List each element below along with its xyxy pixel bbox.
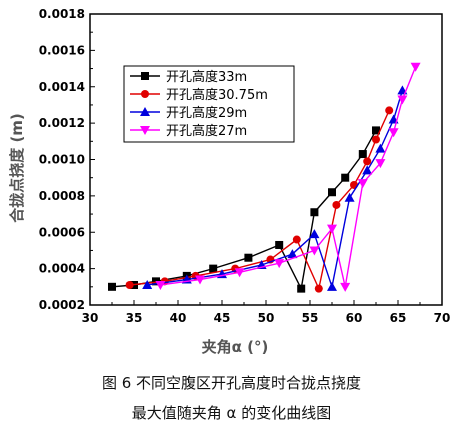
legend-marker — [140, 126, 150, 135]
data-point — [375, 143, 386, 153]
data-point — [332, 200, 341, 209]
x-tick-label: 60 — [346, 311, 363, 325]
data-point — [375, 159, 386, 169]
data-point — [388, 128, 399, 138]
data-point — [372, 135, 380, 144]
legend-entry: 开孔高度27m — [130, 123, 247, 139]
data-point — [209, 264, 218, 273]
data-point — [108, 282, 116, 291]
data-point — [363, 157, 372, 166]
y-tick-label: 0.0014 — [39, 80, 85, 94]
legend-entry: 开孔高度29m — [130, 105, 247, 121]
data-point — [385, 106, 394, 115]
y-tick-label: 0.0006 — [39, 225, 85, 239]
data-point — [142, 279, 153, 289]
tick-labels: 30 35 40 45 50 55 60 65 70 0.0002 0.0004 0.0006 0.00… — [39, 7, 451, 325]
data-point — [328, 188, 336, 197]
data-point — [297, 284, 306, 293]
data-point — [309, 229, 320, 239]
series-line — [147, 90, 404, 290]
x-tick-label: 35 — [126, 311, 143, 325]
data-point — [287, 249, 298, 259]
data-point — [340, 282, 351, 292]
data-point — [125, 280, 134, 289]
y-tick-label: 0.0012 — [39, 116, 85, 130]
x-tick-label: 55 — [302, 311, 319, 325]
x-axis-title: 夹角α (°) — [202, 338, 269, 356]
series-4 — [155, 62, 421, 292]
data-point — [155, 280, 166, 290]
x-tick-label: 50 — [258, 311, 275, 325]
data-point — [327, 281, 337, 291]
legend-entry: 开孔高度30.75m — [130, 87, 268, 103]
legend: 开孔高度33m 开孔高度30.75m 开孔高度29m 开孔高度27m — [123, 65, 295, 143]
data-point — [275, 240, 284, 249]
data-point — [397, 95, 408, 105]
data-point — [344, 192, 355, 202]
legend-marker — [141, 72, 149, 80]
data-point — [314, 284, 323, 293]
legend-label: 开孔高度29m — [166, 105, 247, 121]
x-tick-label: 30 — [82, 311, 99, 325]
data-point — [195, 275, 205, 285]
y-tick-label: 0.0016 — [39, 43, 85, 57]
series-line — [160, 66, 417, 287]
series-layer — [108, 62, 421, 293]
data-point — [358, 150, 367, 159]
data-point — [362, 165, 373, 175]
x-tick-label: 70 — [434, 311, 451, 325]
figure-caption-line2: 最大值随夹角 α 的变化曲线图 — [131, 404, 332, 422]
y-axis-title: 合拢点挠度 (m) — [8, 113, 26, 224]
legend-label: 开孔高度33m — [166, 69, 247, 85]
y-tick-label: 0.0002 — [39, 298, 85, 312]
data-point — [309, 246, 320, 256]
data-point — [274, 259, 285, 269]
legend-marker — [141, 90, 149, 98]
legend-entry: 开孔高度33m — [130, 69, 247, 85]
data-point — [372, 126, 380, 135]
y-tick-label: 0.0008 — [39, 189, 85, 203]
legend-label: 开孔高度27m — [166, 123, 247, 139]
x-tick-label: 40 — [170, 311, 187, 325]
series-1 — [108, 126, 380, 293]
data-point — [357, 179, 368, 189]
legend-marker — [140, 107, 150, 116]
y-tick-label: 0.0004 — [39, 262, 85, 276]
plot-frame — [89, 13, 443, 306]
data-point — [341, 173, 350, 182]
data-point — [310, 208, 319, 217]
data-point — [292, 235, 301, 244]
data-point — [234, 268, 245, 278]
x-tick-label: 65 — [390, 311, 407, 325]
data-point — [244, 253, 253, 262]
legend-label: 开孔高度30.75m — [166, 87, 268, 103]
series-3 — [142, 85, 408, 291]
data-point — [410, 62, 421, 72]
y-tick-label: 0.0010 — [39, 153, 85, 167]
data-point — [327, 224, 337, 234]
y-tick-label: 0.0018 — [39, 7, 85, 21]
figure-caption-line1: 图 6 不同空腹区开孔高度时合拢点挠度 — [101, 374, 362, 392]
x-tick-label: 45 — [214, 311, 231, 325]
